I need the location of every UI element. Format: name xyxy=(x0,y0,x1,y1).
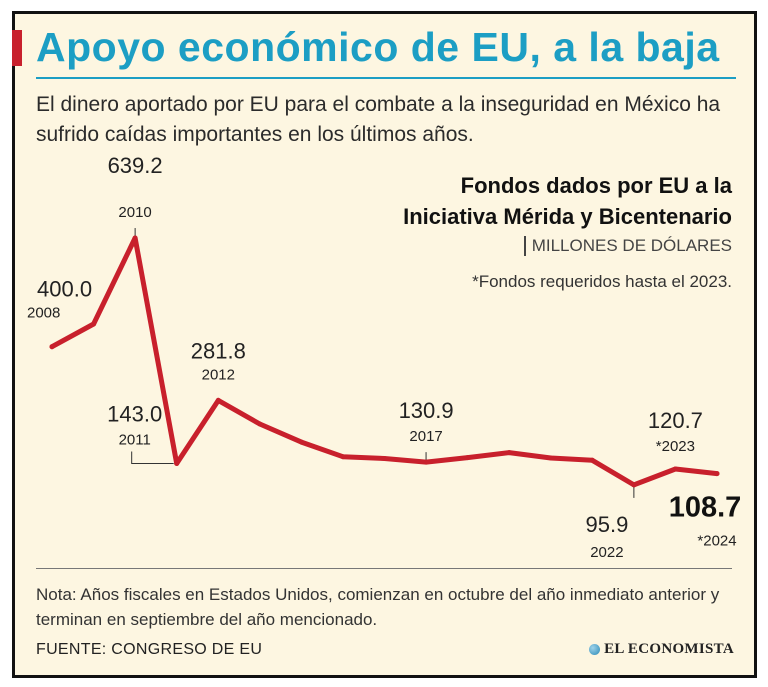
series-line xyxy=(49,235,720,488)
value-label-2023: 120.7 xyxy=(648,408,703,433)
year-label-2022: 2022 xyxy=(590,544,623,561)
title-divider xyxy=(36,77,736,79)
source-label: FUENTE: CONGRESO DE EU xyxy=(36,641,263,658)
value-label-2017: 130.9 xyxy=(399,398,454,423)
chart-footnote: *Fondos requeridos hasta el 2023. xyxy=(472,272,732,291)
year-label-2010: 2010 xyxy=(118,204,151,221)
brand-name: EL ECONOMISTA xyxy=(604,641,734,657)
year-label-2011: 2011 xyxy=(119,432,151,449)
subtitle: El dinero aportado por EU para el combat… xyxy=(36,93,721,146)
year-label-2017: 2017 xyxy=(409,428,442,445)
value-label-2010: 639.2 xyxy=(108,153,163,178)
title-accent-bar xyxy=(12,30,22,66)
value-label-2008: 400.0 xyxy=(37,277,92,302)
year-label-2008: 2008 xyxy=(27,305,60,322)
value-label-2024: 108.7 xyxy=(669,492,742,524)
value-label-2012: 281.8 xyxy=(191,338,246,363)
footer-divider xyxy=(36,568,732,569)
value-label-2011: 143.0 xyxy=(107,402,162,427)
value-label-2022: 95.9 xyxy=(585,512,628,537)
infographic-panel xyxy=(12,11,757,678)
brand-logo: EL ECONOMISTA xyxy=(589,641,734,658)
chart-title-line-2: Iniciativa Mérida y Bicentenario xyxy=(403,204,732,229)
chart-units: MILLONES DE DÓLARES xyxy=(523,236,732,256)
leader-line-2011 xyxy=(131,451,174,464)
year-label-2012: 2012 xyxy=(202,366,235,383)
brand-globe-icon xyxy=(589,644,601,655)
page-title: Apoyo económico de EU, a la baja xyxy=(36,24,720,70)
chart-title-line-1: Fondos dados por EU a la xyxy=(460,173,732,198)
footnote-text: Nota: Años fiscales en Estados Unidos, c… xyxy=(36,585,720,629)
year-label-2024: *2024 xyxy=(697,533,736,550)
chart-title: Fondos dados por EU a la Iniciativa Méri… xyxy=(403,170,732,232)
year-label-2023: *2023 xyxy=(656,438,695,455)
